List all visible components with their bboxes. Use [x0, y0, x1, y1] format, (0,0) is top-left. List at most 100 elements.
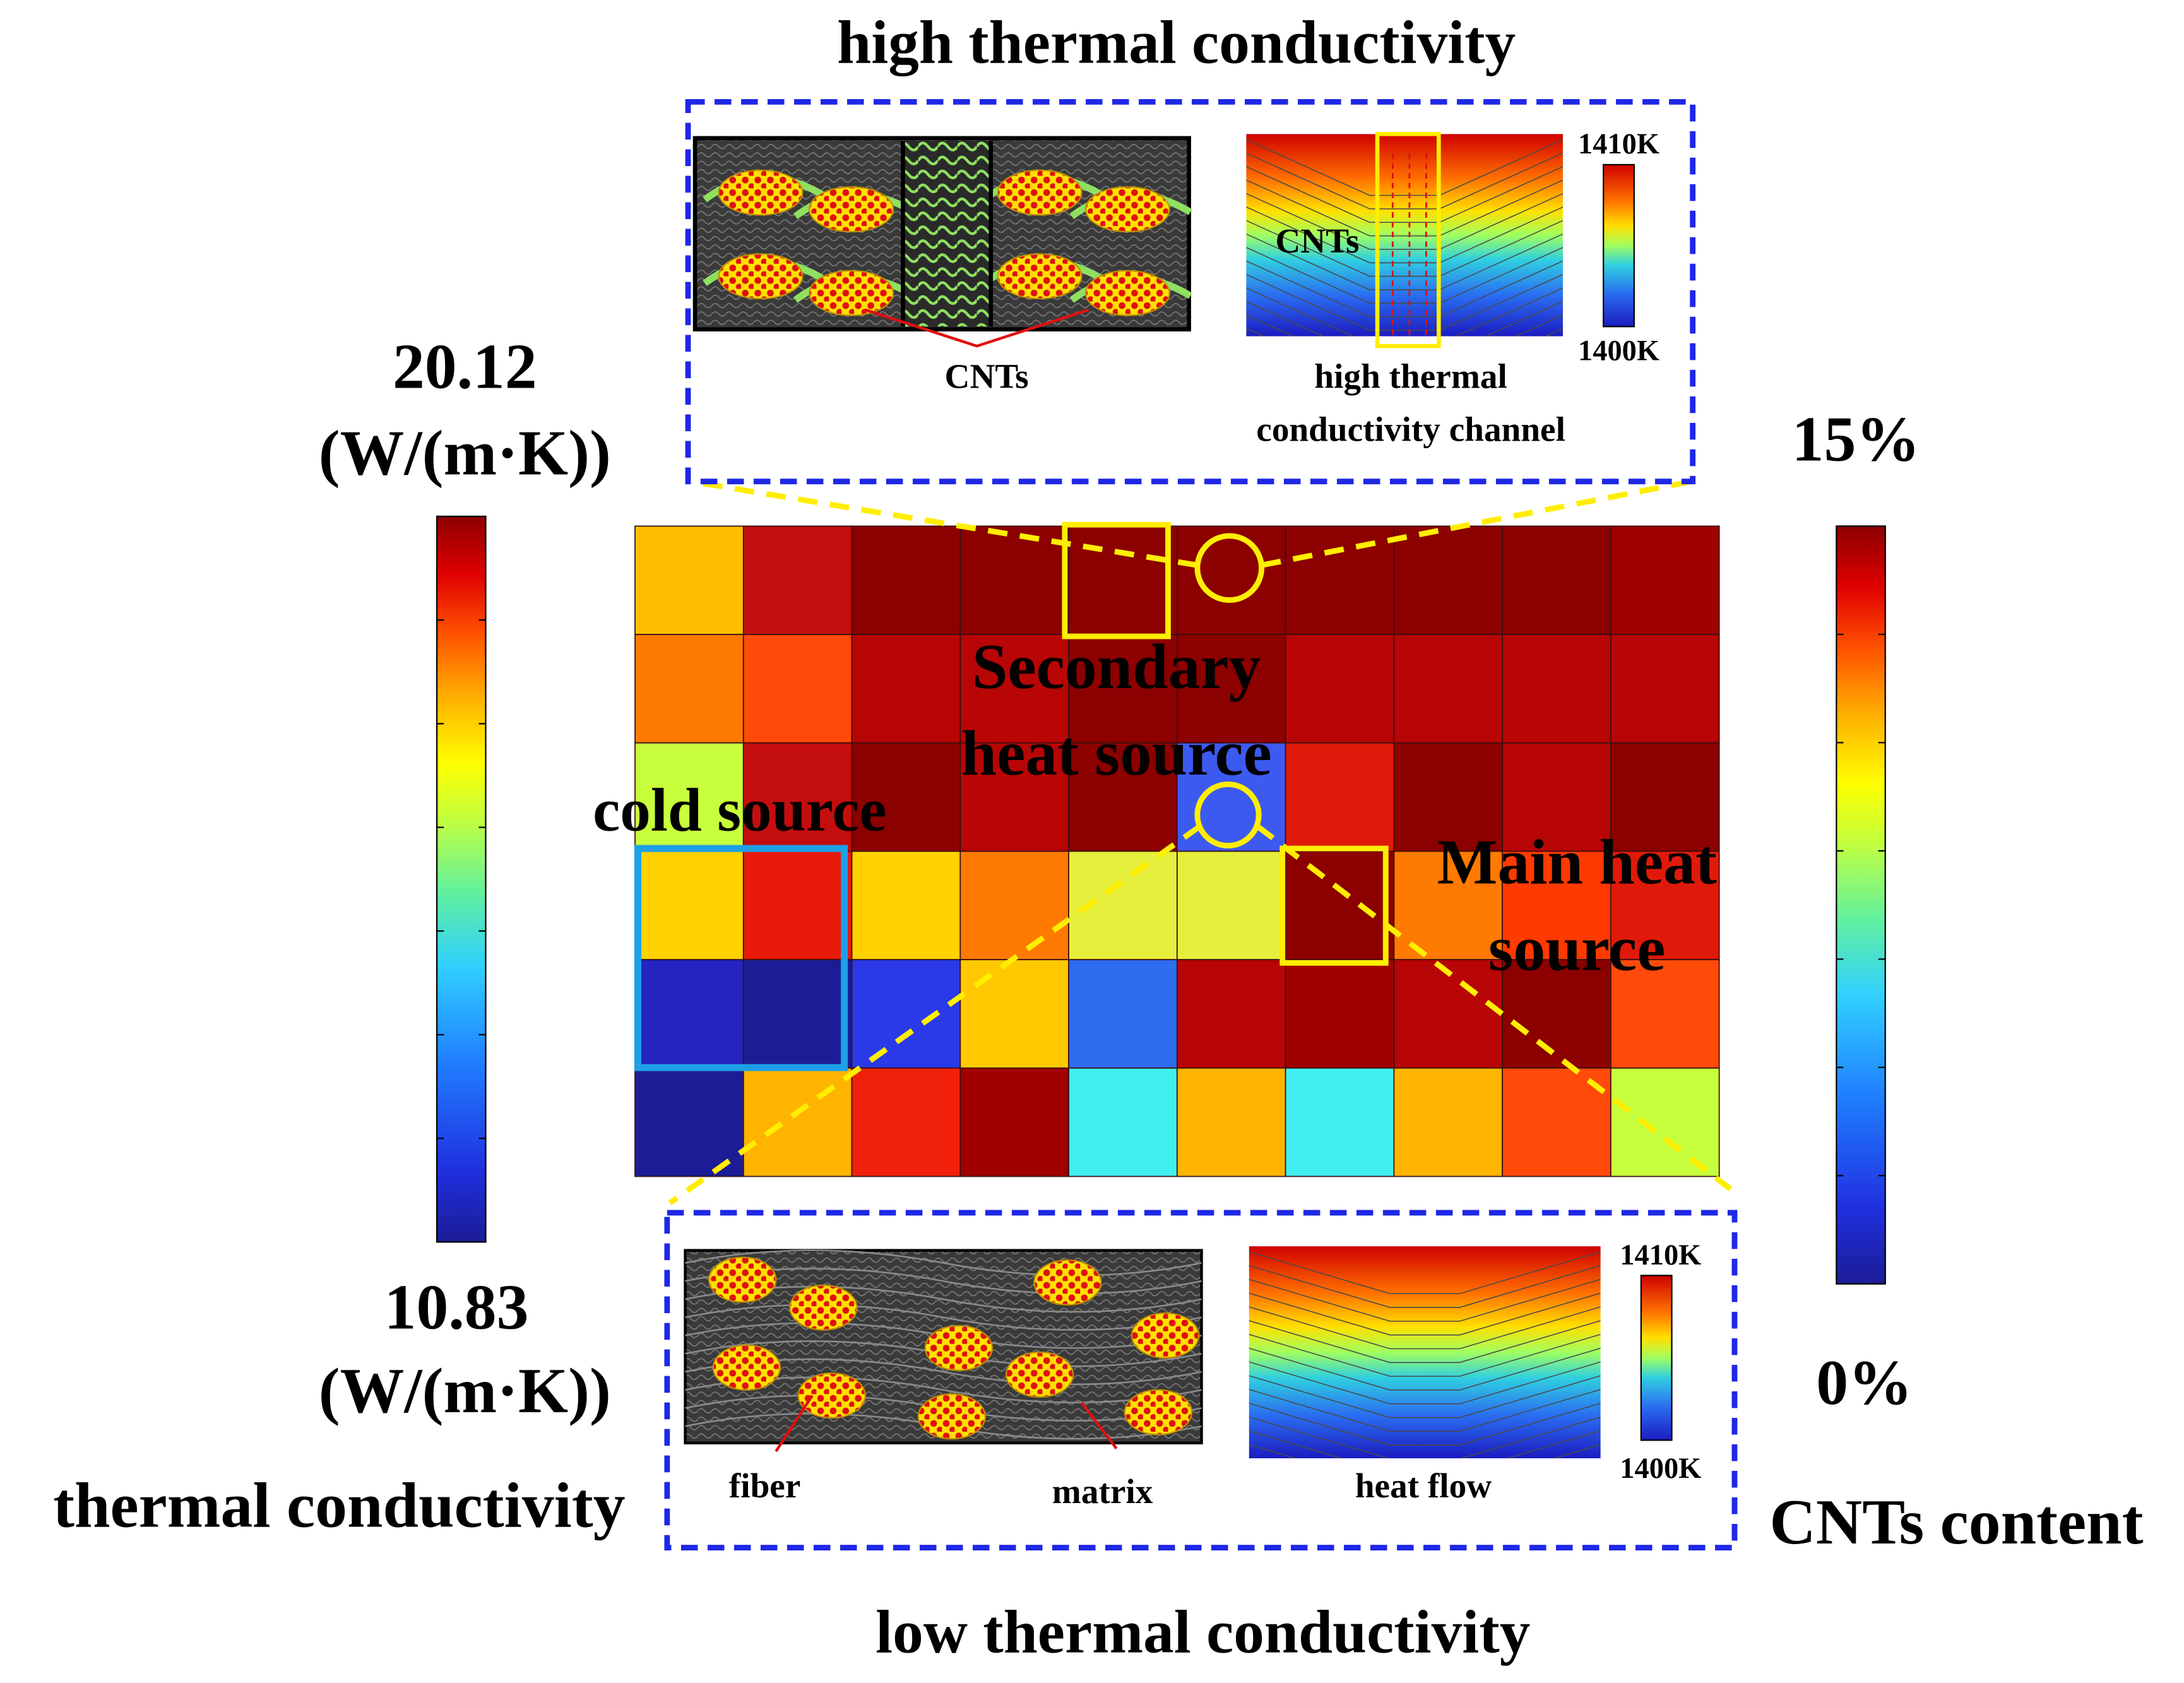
left-colorbar-label: thermal conductivity [53, 1469, 625, 1540]
secondary-heat-source-box [1062, 521, 1171, 639]
grid-cell [1610, 959, 1720, 1069]
grid-cell [1502, 959, 1611, 1069]
grid-cell [959, 525, 1069, 635]
fiber-bundle [809, 186, 894, 233]
grid-cell [742, 634, 853, 744]
grid-cell [634, 525, 744, 635]
isotherm [1246, 300, 1564, 336]
grid-cell [1068, 525, 1178, 635]
isotherm [1249, 1416, 1601, 1459]
bottom-zoom-line-right [1255, 824, 1733, 1191]
grid-cell [1285, 959, 1395, 1069]
secondary-heat-source-label-line2: heat source [961, 717, 1272, 788]
left-colorbar-min-value: 10.83 [384, 1271, 529, 1343]
fiber-bundle [718, 253, 804, 300]
grid-cell [1393, 742, 1504, 852]
right-colorbar-gradient [1836, 525, 1886, 1285]
isotherm [1246, 287, 1564, 336]
top-zoom-line-left [690, 479, 1198, 568]
cnt-pointer [865, 308, 1089, 348]
isotherm [1249, 1264, 1601, 1308]
main-grid [634, 525, 1720, 1177]
matrix-label: matrix [1052, 1472, 1153, 1511]
left-colorbar-gradient [436, 515, 487, 1243]
isotherm [1246, 220, 1564, 277]
grid-cell [1068, 634, 1178, 744]
fiber-bundle [809, 270, 894, 316]
grid-cell [1393, 634, 1504, 744]
fiber-bundle [997, 169, 1083, 216]
fiber-label: fiber [729, 1466, 801, 1505]
grid-cell [1610, 1067, 1720, 1177]
grid-cell [742, 525, 853, 635]
right-colorbar-min-label: 0% [1816, 1347, 1913, 1418]
grid-cell [1285, 525, 1395, 635]
fiber-bundle [718, 169, 804, 216]
left-colorbar: 20.12 (W/(m·K)) 10.83 (W/(m·K)) thermal … [53, 331, 625, 1541]
top-micrograph-label: CNTs [945, 357, 1029, 396]
fiber-bundle [924, 1324, 994, 1371]
right-colorbar-max-label: 15% [1792, 403, 1920, 475]
isotherm [1249, 1430, 1601, 1459]
fiber-bundle [1005, 1351, 1074, 1398]
grid-cell [742, 959, 853, 1069]
isotherm [1249, 1334, 1601, 1377]
grid-cell [851, 850, 961, 961]
isotherm [1249, 1375, 1601, 1418]
main-heat-source-box [1279, 845, 1389, 966]
bottom-inset: fiber matrix 1410K 1400K heat flow [664, 1210, 1738, 1550]
grid-cell [1285, 850, 1395, 961]
grid-cell [634, 850, 744, 961]
top-zoom-line-right [1261, 479, 1692, 568]
grid-cell [959, 959, 1069, 1069]
top-scale-bar [1603, 164, 1635, 328]
cold-source-box [634, 845, 848, 1071]
grid-cell [1285, 742, 1395, 852]
grid-cell [851, 634, 961, 744]
isotherm [1249, 1306, 1601, 1350]
isotherm [1246, 260, 1564, 318]
bottom-micrograph [684, 1249, 1203, 1453]
matrix-fiber-wave [685, 1249, 1202, 1276]
isotherm [1246, 166, 1564, 223]
fiber-bundle [708, 1256, 777, 1303]
isotherm [1246, 179, 1564, 237]
grid-cell [1502, 525, 1611, 635]
isotherm [1246, 274, 1564, 331]
fiber-pointer [774, 1395, 814, 1453]
bottom-scale-bar [1640, 1275, 1673, 1441]
grid-cell [1502, 742, 1611, 852]
grid-cell [1393, 525, 1504, 635]
grid-cell [634, 742, 744, 852]
grid-cell [1176, 1067, 1286, 1177]
fiber-bundle [1124, 1389, 1193, 1436]
fiber-bundle [797, 1372, 866, 1419]
isotherm [1246, 247, 1564, 304]
grid-cell [851, 1067, 961, 1177]
grid-cell [959, 1067, 1069, 1177]
grid-cell [1393, 959, 1504, 1069]
grid-cell [1610, 742, 1720, 852]
right-colorbar: 15% 0% CNTs content [1769, 403, 2143, 1557]
bottom-scale-max: 1410K [1620, 1239, 1701, 1271]
secondary-heat-source-label-line1: Secondary [972, 631, 1261, 702]
bottom-zoom-circle [1194, 781, 1262, 849]
grid-overlays: Secondary heat source cold source Main h… [593, 479, 1733, 1206]
grid-cell [1176, 525, 1286, 635]
bottom-title: low thermal conductivity [875, 1598, 1530, 1666]
grid-cell [1502, 850, 1611, 961]
top-caption-line2: conductivity channel [1256, 410, 1565, 449]
isotherm [1249, 1278, 1601, 1322]
grid-cell [1176, 959, 1286, 1069]
isotherm [1249, 1347, 1601, 1391]
top-title: high thermal conductivity [837, 8, 1516, 76]
fiber-bundle [789, 1284, 858, 1331]
grid-cell [634, 959, 744, 1069]
top-field-cnts-label: CNTs [1275, 222, 1359, 260]
top-temperature-field [1246, 134, 1564, 336]
isotherm [1249, 1292, 1601, 1336]
top-channel-highlight [1375, 131, 1441, 348]
grid-cell [1502, 634, 1611, 744]
top-caption-line1: high thermal [1314, 357, 1507, 396]
